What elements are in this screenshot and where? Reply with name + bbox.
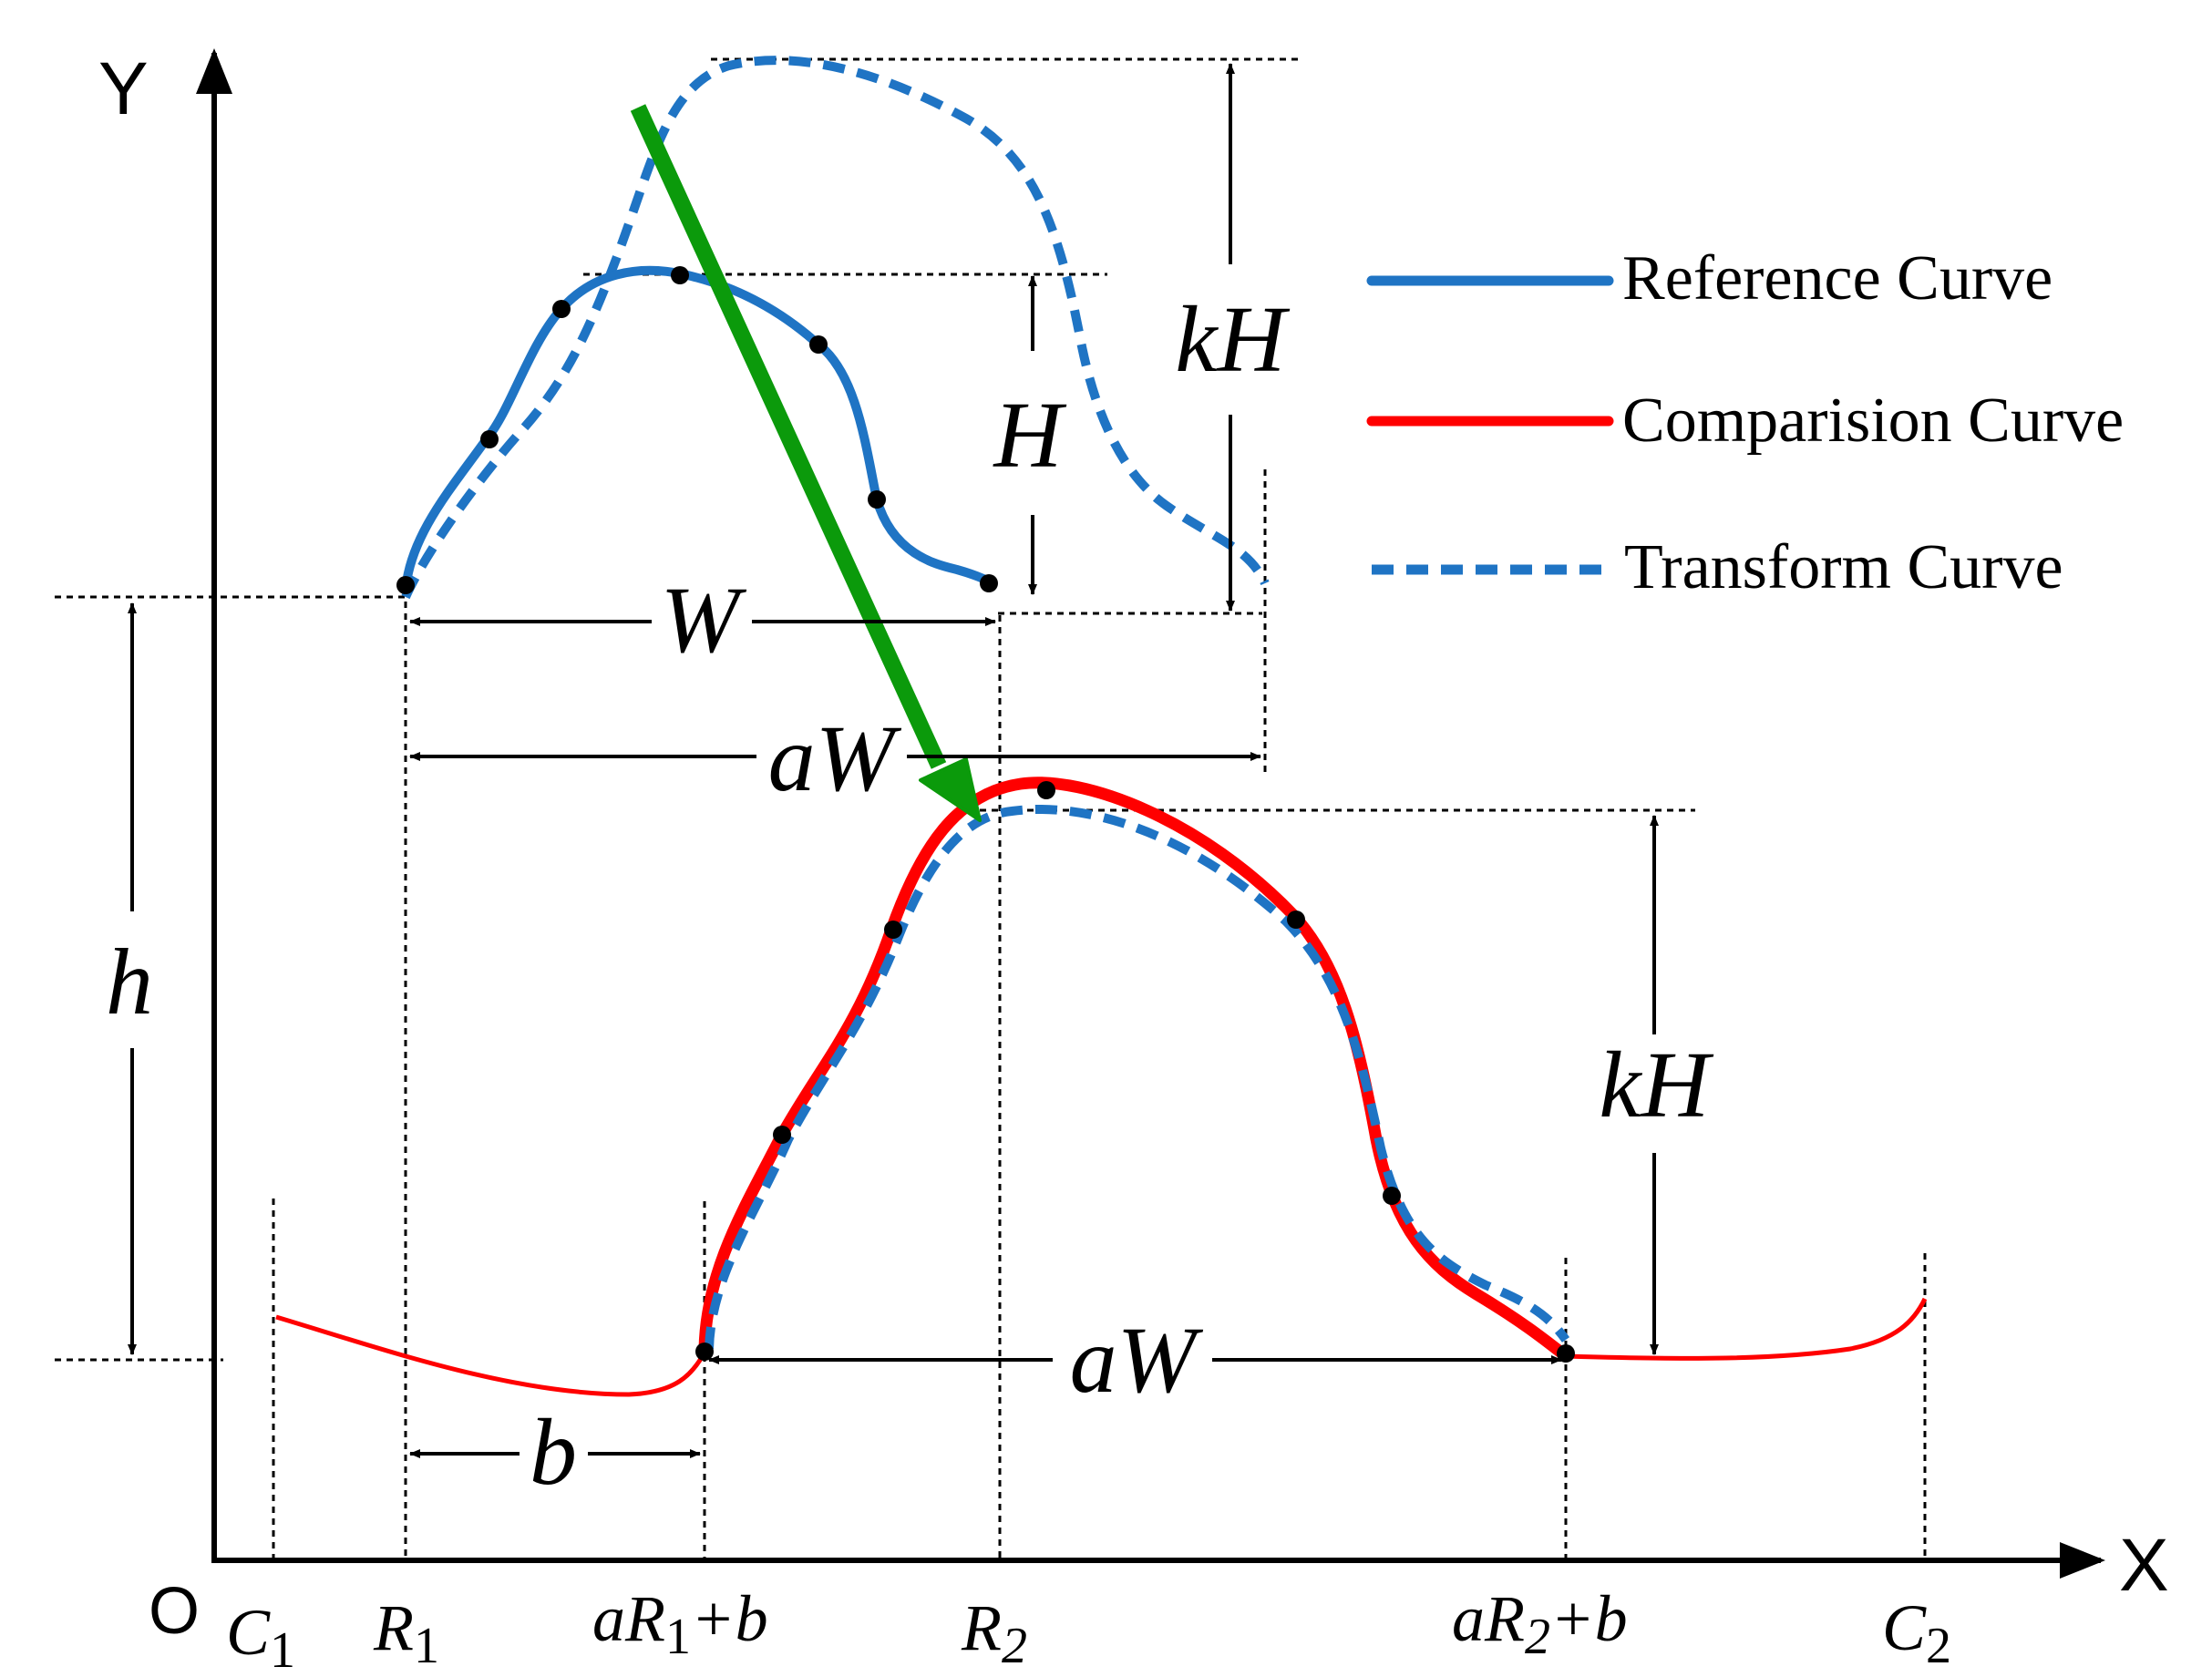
x-axis-label: X bbox=[2119, 1524, 2169, 1607]
tick-ar1b: aR1+b bbox=[592, 1582, 768, 1665]
comparison-point bbox=[1383, 1187, 1401, 1205]
comparison-point bbox=[1287, 911, 1305, 929]
origin-label: O bbox=[149, 1575, 200, 1648]
tick-r1: R1 bbox=[373, 1591, 439, 1674]
w-label: W bbox=[661, 568, 747, 673]
axes bbox=[196, 48, 2105, 1579]
dimension-arrows bbox=[128, 63, 1659, 1458]
transform-arrow bbox=[630, 104, 982, 822]
comparison-point bbox=[773, 1126, 791, 1144]
reference-point bbox=[480, 430, 499, 448]
aw-bottom-label: aW bbox=[1070, 1308, 1204, 1413]
reference-points bbox=[396, 266, 998, 594]
comparison-curve-right-tail bbox=[1565, 1297, 1928, 1361]
guide-lines bbox=[55, 57, 1927, 1563]
comparison-point bbox=[884, 921, 902, 939]
kh-top-label: kH bbox=[1175, 287, 1290, 392]
comparison-point bbox=[1037, 781, 1055, 799]
comparison-curve bbox=[698, 777, 1572, 1363]
reference-point bbox=[396, 576, 415, 594]
tick-c1: C1 bbox=[226, 1596, 295, 1677]
legend-reference-label: Reference Curve bbox=[1622, 243, 2053, 314]
reference-point bbox=[552, 300, 571, 318]
h-label: h bbox=[106, 930, 153, 1034]
tick-c2: C2 bbox=[1882, 1591, 1951, 1674]
reference-point bbox=[980, 574, 998, 592]
reference-point bbox=[671, 266, 689, 284]
tick-r2: R2 bbox=[961, 1591, 1027, 1674]
transform-curve-lower bbox=[705, 804, 1570, 1350]
h-small-label: H bbox=[992, 383, 1066, 488]
reference-point bbox=[809, 335, 828, 354]
comparison-curve-left-tail bbox=[275, 1314, 709, 1397]
transform-curve-upper bbox=[401, 56, 1270, 600]
aw-mid-label: aW bbox=[768, 706, 902, 811]
reference-curve bbox=[401, 265, 997, 595]
b-label: b bbox=[530, 1400, 577, 1505]
legend-comparison-label: Comparision Curve bbox=[1622, 386, 2124, 456]
transform-arrow-head bbox=[919, 757, 982, 822]
kh-bottom-label: kH bbox=[1599, 1033, 1713, 1137]
reference-point bbox=[868, 490, 886, 509]
legend: Reference Curve Comparision Curve Transf… bbox=[1366, 243, 2124, 602]
legend-transform-label: Transform Curve bbox=[1624, 532, 2063, 602]
tick-ar2b: aR2+b bbox=[1452, 1582, 1628, 1665]
y-axis-label: Y bbox=[98, 47, 149, 130]
